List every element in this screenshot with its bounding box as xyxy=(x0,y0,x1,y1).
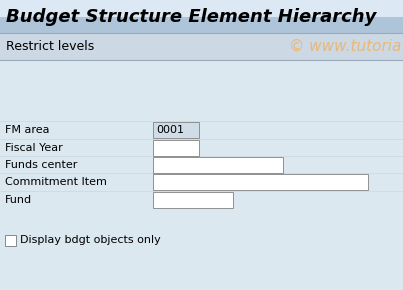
Text: Budget Structure Element Hierarchy: Budget Structure Element Hierarchy xyxy=(6,8,376,26)
Bar xyxy=(153,140,199,156)
Bar xyxy=(153,157,283,173)
Bar xyxy=(153,122,199,138)
Text: Fund: Fund xyxy=(5,195,32,205)
Bar xyxy=(0,33,403,60)
Text: Commitment Item: Commitment Item xyxy=(5,177,107,187)
Text: Display bdgt objects only: Display bdgt objects only xyxy=(20,235,161,245)
Text: © www.tutoria: © www.tutoria xyxy=(289,39,401,54)
Bar xyxy=(0,17,403,33)
Bar xyxy=(5,235,16,246)
Text: Restrict levels: Restrict levels xyxy=(6,40,94,53)
Bar xyxy=(0,0,403,17)
Text: Funds center: Funds center xyxy=(5,160,77,170)
Bar xyxy=(153,174,368,190)
Text: FM area: FM area xyxy=(5,125,50,135)
Bar xyxy=(153,192,233,208)
Text: 0001: 0001 xyxy=(156,125,184,135)
Text: Fiscal Year: Fiscal Year xyxy=(5,143,63,153)
